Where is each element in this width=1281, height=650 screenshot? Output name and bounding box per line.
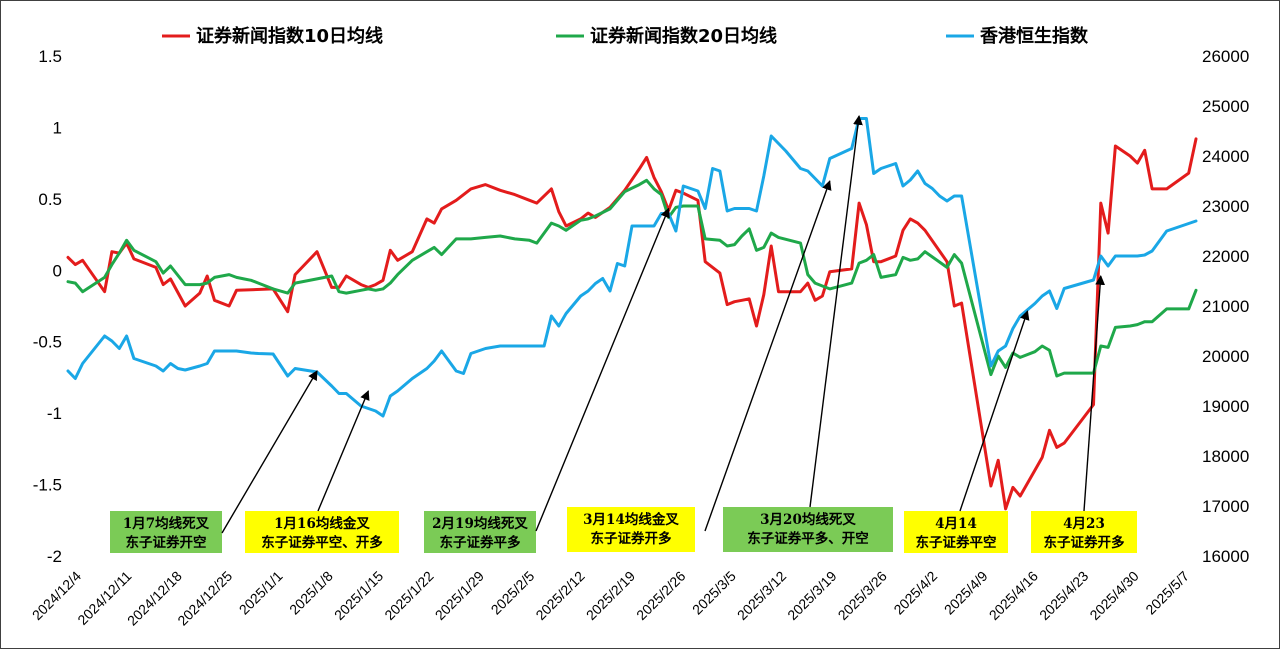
y-left-tick-label: 0.5 — [38, 190, 62, 209]
y-left-tick-label: 1 — [53, 118, 62, 137]
y-right-tick-label: 24000 — [1202, 147, 1249, 166]
annotation-text: 1月16均线金叉 — [274, 515, 370, 532]
y-right-tick-label: 20000 — [1202, 347, 1249, 366]
y-right-tick-label: 16000 — [1202, 547, 1249, 566]
annotation-text: 东子证券开多 — [591, 530, 672, 547]
y-left-tick-label: -0.5 — [33, 333, 62, 352]
legend-label: 香港恒生指数 — [979, 25, 1089, 47]
annotation-7: 4月23 东子证券开多 — [1031, 275, 1137, 553]
annotation-box — [110, 511, 222, 553]
series-line-10day-ma — [66, 137, 1198, 511]
series-layer — [66, 117, 1198, 511]
annotation-arrow — [535, 207, 670, 532]
series-line-hang-seng — [66, 117, 1198, 418]
annotation-text: 东子证券平多、开空 — [747, 530, 869, 547]
left-axis: 1.5 1 0.5 0 -0.5 -1 -1.5 -2 — [33, 47, 62, 566]
annotation-text: 1月7均线死叉 — [123, 515, 210, 532]
y-right-tick-label: 22000 — [1202, 247, 1249, 266]
y-left-tick-label: -1.5 — [33, 476, 62, 495]
annotation-text: 东子证券平多 — [440, 534, 521, 551]
annotation-arrow — [317, 390, 370, 512]
annotation-box — [904, 511, 1008, 553]
y-left-tick-label: -2 — [47, 547, 62, 566]
annotation-layer: 1月7均线死叉东子证券开空1月16均线金叉东子证券平空、开多2月19均线死叉东子… — [110, 115, 1137, 553]
annotation-text: 4月14 — [935, 516, 977, 532]
y-left-tick-label: 0 — [53, 261, 62, 280]
y-right-tick-label: 21000 — [1202, 297, 1249, 316]
annotation-box — [424, 511, 536, 553]
annotation-arrow — [809, 115, 863, 508]
series-line-20day-ma — [66, 178, 1198, 378]
legend: 证券新闻指数10日均线 证券新闻指数20日均线 香港恒生指数 — [162, 25, 1089, 47]
annotation-text: 东子证券开空 — [126, 534, 207, 551]
annotation-text: 2月19均线死叉 — [432, 515, 528, 532]
annotation-6: 4月14 东子证券平空 — [904, 310, 1030, 553]
annotation-box — [567, 507, 695, 552]
annotation-text: 东子证券平空、开多 — [261, 534, 383, 551]
legend-label: 证券新闻指数20日均线 — [590, 25, 777, 47]
y-right-tick-label: 19000 — [1202, 397, 1249, 416]
annotation-box — [1031, 511, 1137, 553]
annotation-text: 东子证券开多 — [1044, 534, 1125, 551]
legend-label: 证券新闻指数10日均线 — [196, 25, 383, 47]
y-right-tick-label: 23000 — [1202, 197, 1249, 216]
annotation-text: 4月23 — [1063, 516, 1105, 532]
y-right-tick-label: 18000 — [1202, 447, 1249, 466]
right-axis: 26000 25000 24000 23000 22000 21000 20000 19000… — [1202, 47, 1249, 566]
annotation-box — [245, 511, 399, 553]
annotation-arrow — [959, 310, 1030, 512]
y-left-tick-label: 1.5 — [38, 47, 62, 66]
annotation-text: 3月14均线金叉 — [583, 511, 679, 528]
annotation-text: 东子证券平空 — [916, 534, 997, 551]
annotation-arrow — [704, 180, 832, 532]
annotation-text: 3月20均线死叉 — [760, 511, 856, 528]
y-right-tick-label: 26000 — [1202, 47, 1249, 66]
y-right-tick-label: 17000 — [1202, 497, 1249, 516]
annotation-arrow — [1083, 275, 1106, 512]
y-left-tick-label: -1 — [47, 404, 62, 423]
annotation-box — [723, 507, 893, 552]
annotation-arrow — [221, 370, 318, 534]
y-right-tick-label: 25000 — [1202, 97, 1249, 116]
